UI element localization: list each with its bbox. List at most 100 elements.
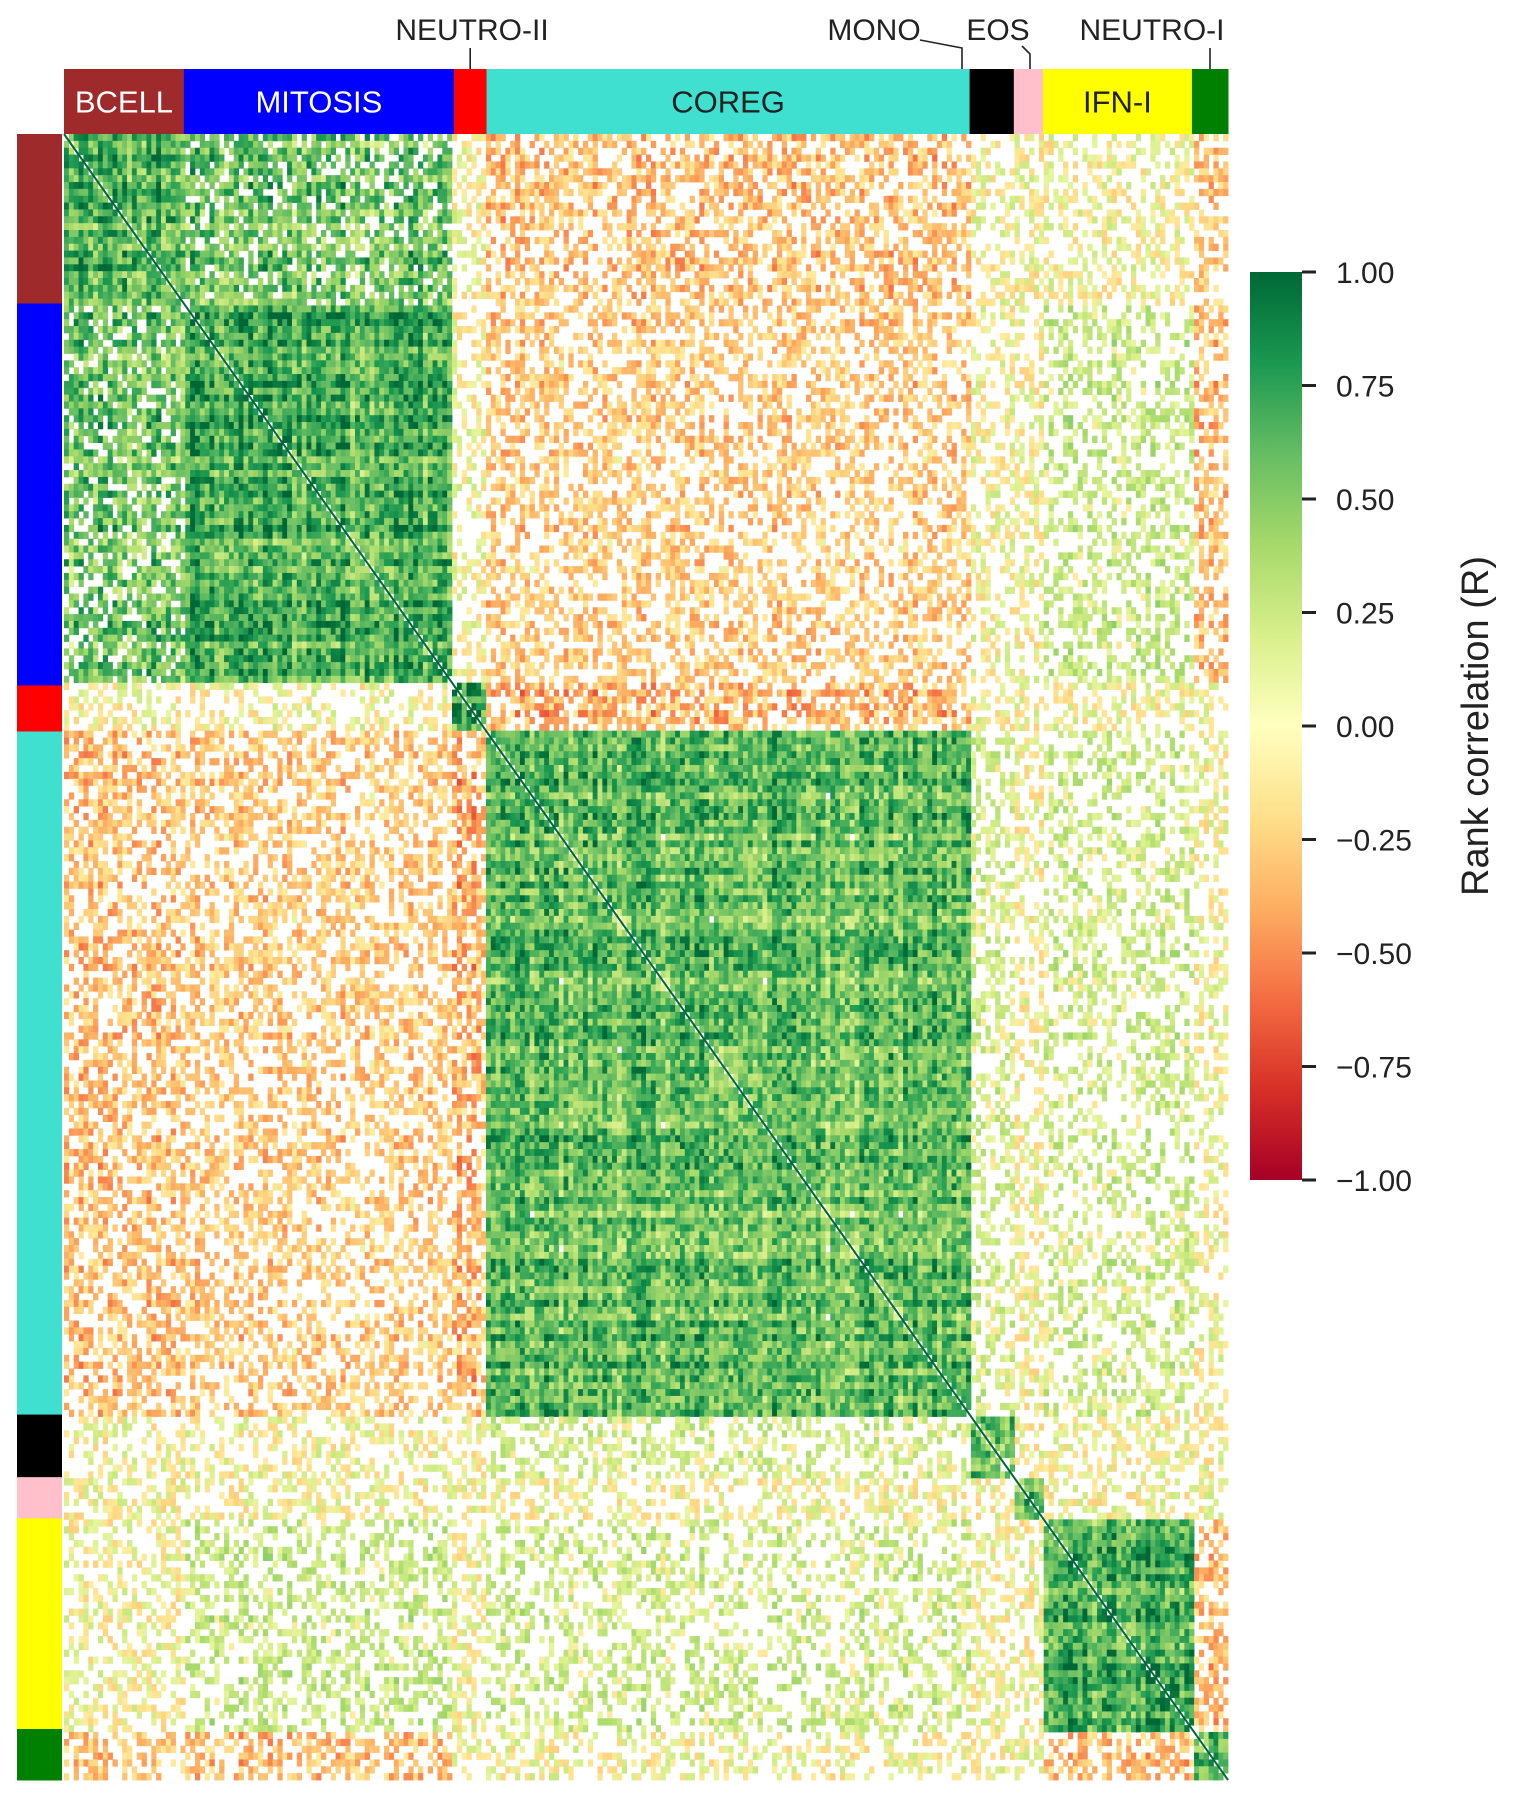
heatmap-cell bbox=[117, 1375, 123, 1383]
heatmap-cell bbox=[68, 326, 75, 334]
heatmap-cell bbox=[291, 168, 298, 176]
heatmap-cell bbox=[73, 387, 79, 396]
heatmap-cell bbox=[699, 236, 705, 245]
heatmap-cell bbox=[752, 223, 758, 231]
heatmap-cell bbox=[946, 168, 952, 176]
heatmap-cell bbox=[1218, 147, 1224, 155]
heatmap-cell bbox=[442, 175, 448, 183]
heatmap-cell bbox=[93, 278, 99, 286]
heatmap-cell bbox=[384, 243, 390, 251]
heatmap-cell bbox=[650, 188, 657, 197]
heatmap-cell bbox=[93, 1697, 99, 1705]
heatmap-cell bbox=[985, 175, 991, 183]
heatmap-cell bbox=[243, 216, 249, 224]
heatmap-cell bbox=[1004, 182, 1011, 190]
heatmap-cell bbox=[815, 243, 821, 251]
heatmap-cell bbox=[1174, 243, 1180, 251]
heatmap-cell bbox=[810, 243, 817, 251]
heatmap-cell bbox=[102, 346, 109, 354]
heatmap-cell bbox=[122, 792, 128, 800]
heatmap-cell bbox=[117, 195, 123, 203]
heatmap-cell bbox=[73, 497, 79, 505]
heatmap-cell bbox=[78, 984, 84, 992]
heatmap-cell bbox=[68, 230, 75, 238]
heatmap-cell bbox=[951, 202, 957, 210]
heatmap-cell bbox=[112, 422, 118, 430]
heatmap-cell bbox=[88, 675, 94, 684]
heatmap-cell bbox=[68, 1622, 75, 1630]
heatmap-cell bbox=[786, 182, 792, 190]
heatmap-cell bbox=[131, 1025, 138, 1033]
heatmap-cell bbox=[64, 1773, 70, 1781]
heatmap-cell bbox=[170, 195, 176, 203]
heatmap-cell bbox=[791, 250, 797, 258]
heatmap-cell bbox=[515, 154, 521, 162]
heatmap-cell bbox=[1198, 188, 1205, 197]
heatmap-cell bbox=[146, 812, 152, 821]
heatmap-cell bbox=[209, 182, 215, 190]
heatmap-cell bbox=[1150, 209, 1156, 217]
heatmap-cell bbox=[718, 161, 724, 169]
heatmap-cell bbox=[127, 1361, 133, 1369]
heatmap-cell bbox=[452, 236, 458, 245]
heatmap-cell bbox=[975, 161, 982, 169]
heatmap-cell bbox=[64, 147, 70, 155]
heatmap-cell bbox=[1101, 250, 1108, 258]
heatmap-cell bbox=[631, 202, 637, 210]
heatmap-cell bbox=[88, 147, 94, 155]
heatmap-cell bbox=[68, 223, 75, 231]
heatmap-cell bbox=[127, 511, 133, 519]
heatmap-cell bbox=[122, 1718, 128, 1726]
heatmap-cell bbox=[214, 168, 220, 176]
heatmap-cell bbox=[93, 1361, 99, 1369]
heatmap-cell bbox=[757, 154, 763, 162]
heatmap-cell bbox=[97, 1128, 104, 1136]
heatmap-cell bbox=[131, 572, 138, 581]
heatmap-cell bbox=[835, 202, 841, 210]
heatmap-cell bbox=[112, 154, 118, 162]
heatmap-cell bbox=[141, 600, 147, 608]
heatmap-cell bbox=[262, 134, 269, 142]
heatmap-cell bbox=[117, 435, 123, 444]
heatmap-cell bbox=[141, 504, 147, 512]
heatmap-cell bbox=[452, 209, 458, 217]
heatmap-cell bbox=[141, 1142, 147, 1150]
heatmap-cell bbox=[898, 195, 904, 203]
heatmap-cell bbox=[83, 1183, 89, 1191]
heatmap-cell bbox=[631, 140, 637, 149]
heatmap-cell bbox=[78, 1485, 84, 1493]
heatmap-cell bbox=[1111, 188, 1117, 197]
heatmap-cell bbox=[146, 422, 152, 430]
heatmap-cell bbox=[781, 140, 788, 149]
heatmap-cell bbox=[107, 696, 113, 704]
heatmap-cell bbox=[127, 1347, 133, 1356]
heatmap-cell bbox=[146, 216, 152, 224]
heatmap-cell bbox=[859, 182, 865, 190]
heatmap-cell bbox=[122, 1114, 128, 1122]
heatmap-cell bbox=[136, 1087, 142, 1095]
heatmap-cell bbox=[801, 209, 807, 217]
heatmap-cell bbox=[165, 216, 172, 224]
heatmap-cell bbox=[93, 339, 99, 348]
heatmap-cell bbox=[97, 456, 104, 464]
heatmap-cell bbox=[107, 730, 113, 738]
heatmap-cell bbox=[83, 826, 89, 834]
heatmap-cell bbox=[78, 264, 84, 272]
heatmap-cell bbox=[131, 497, 138, 505]
heatmap-cell bbox=[88, 1176, 94, 1184]
heatmap-cell bbox=[970, 154, 977, 162]
heatmap-cell bbox=[743, 188, 749, 197]
heatmap-cell bbox=[665, 230, 671, 238]
heatmap-cell bbox=[209, 134, 215, 142]
heatmap-cell bbox=[64, 1745, 70, 1753]
heatmap-cell bbox=[141, 463, 147, 471]
heatmap-cell bbox=[985, 188, 991, 197]
heatmap-cell bbox=[442, 216, 448, 224]
heatmap-cell bbox=[752, 182, 758, 190]
heatmap-cell bbox=[709, 147, 715, 155]
heatmap-cell bbox=[631, 154, 637, 162]
heatmap-cell bbox=[636, 168, 642, 176]
heatmap-cell bbox=[64, 257, 70, 265]
heatmap-cell bbox=[131, 641, 138, 649]
heatmap-cell bbox=[141, 476, 147, 485]
